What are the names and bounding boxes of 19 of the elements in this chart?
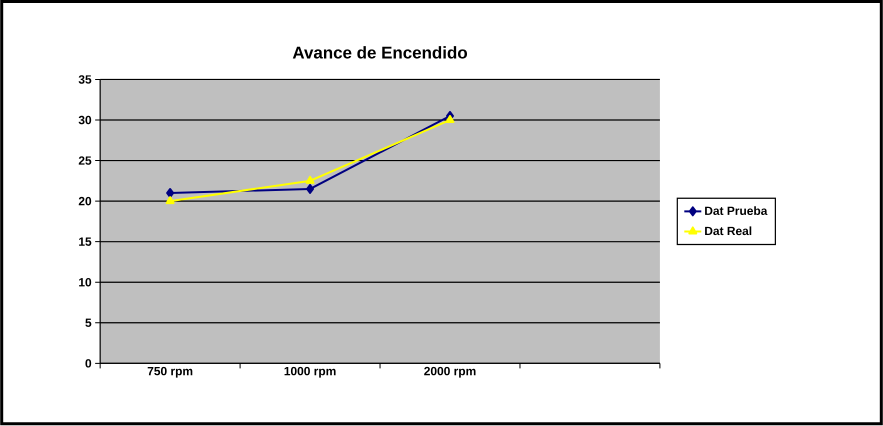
x-tick-label: 1000 rpm (284, 367, 336, 378)
point (166, 196, 175, 204)
y-tick-label: 10 (79, 278, 92, 287)
y-tick-label: 35 (78, 75, 92, 84)
x-tick-label: 2000 rpm (424, 367, 476, 378)
legend-label: Dat Real (705, 226, 752, 236)
y-tick-label: 5 (85, 318, 92, 328)
chart-title: Avance de Encendido (292, 46, 468, 59)
point (306, 184, 314, 194)
y-tick-label: 0 (85, 359, 92, 368)
y-tick-label: 15 (79, 238, 92, 246)
point (446, 115, 454, 124)
y-tick-label: 30 (78, 116, 92, 124)
legend-label: Dat Prueba (705, 206, 768, 216)
point (166, 188, 174, 198)
y-tick-label: 25 (78, 156, 92, 166)
y-tick-label: 20 (78, 197, 92, 206)
x-tick-label: 750 rpm (148, 367, 192, 378)
point (306, 176, 315, 184)
